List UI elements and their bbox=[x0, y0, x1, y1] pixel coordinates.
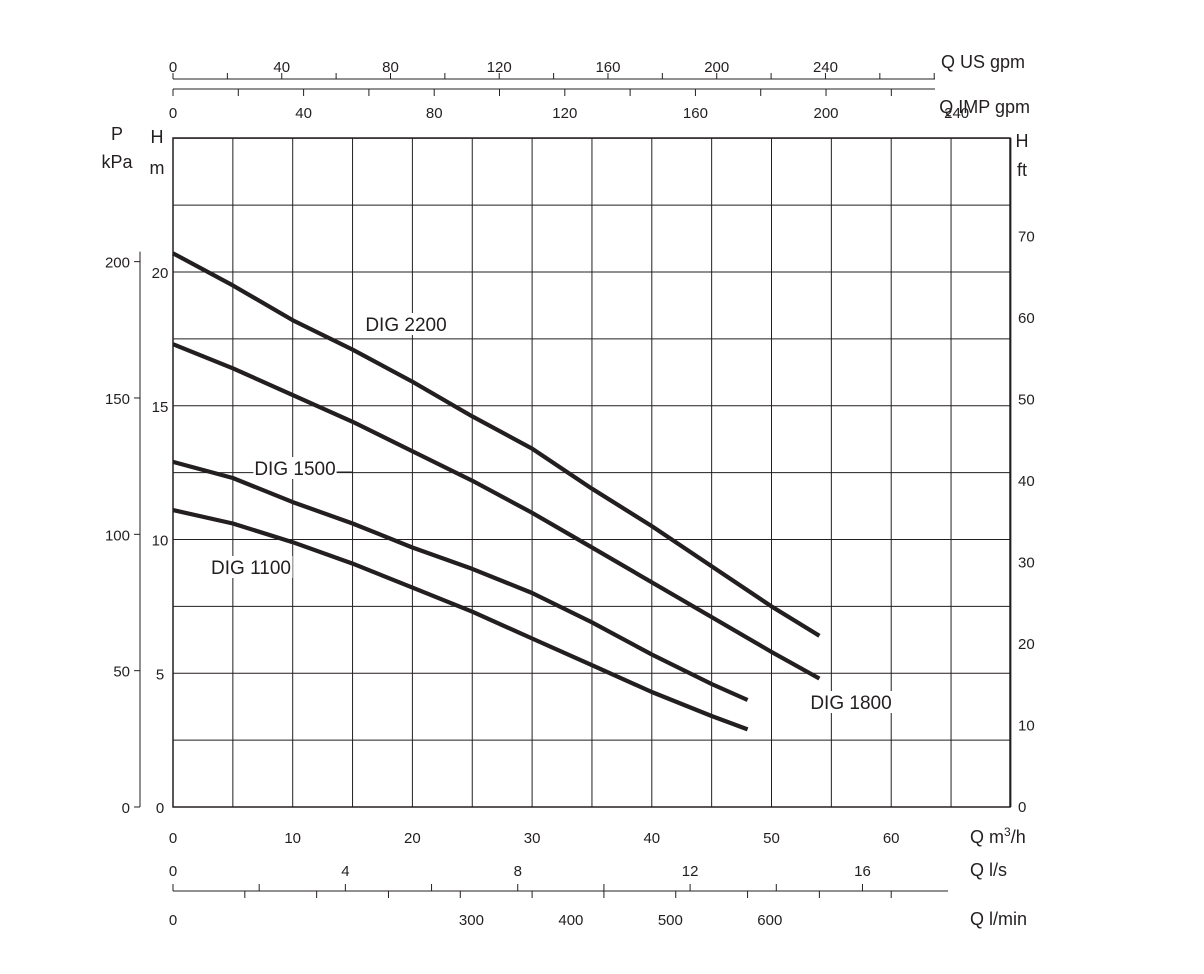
tick-label-imp-gpm: 200 bbox=[814, 105, 839, 122]
curve-dig-1100 bbox=[172, 508, 749, 732]
tick-label-l-per-s: 12 bbox=[682, 863, 699, 880]
tick-label-head-m: 10 bbox=[152, 533, 169, 550]
tick-label-kpa: 200 bbox=[105, 255, 130, 272]
curve-dig-2200 bbox=[172, 251, 821, 638]
tick-label-imp-gpm: 240 bbox=[944, 105, 969, 122]
tick-label-l-per-s: 4 bbox=[341, 863, 349, 880]
curve-label: DIG 2200 bbox=[365, 315, 446, 336]
tick-label-us-gpm: 160 bbox=[595, 59, 620, 76]
axis-label-us-gpm: Q US gpm bbox=[941, 52, 1025, 72]
axis-label-ft: ft bbox=[1017, 160, 1027, 180]
tick-label-kpa: 50 bbox=[113, 664, 130, 681]
axis-label-p: P bbox=[111, 124, 123, 144]
tick-label-kpa: 0 bbox=[122, 800, 130, 817]
axis-label-m3h: Q m3/h bbox=[970, 825, 1026, 847]
curve-dig-1800 bbox=[172, 342, 821, 681]
tick-label-head-m: 5 bbox=[156, 666, 164, 683]
axis-label-h: H bbox=[151, 127, 164, 147]
tick-label-head-m: 20 bbox=[152, 265, 169, 282]
plot-frame bbox=[172, 137, 1011, 808]
curve-label-bg bbox=[253, 457, 337, 479]
tick-label-ft: 70 bbox=[1018, 228, 1035, 245]
axis-label-kpa: kPa bbox=[101, 152, 133, 172]
tick-label-imp-gpm: 160 bbox=[683, 105, 708, 122]
axis-label-imp-gpm: Q IMP gpm bbox=[939, 97, 1030, 117]
tick-label-head-m: 0 bbox=[156, 800, 164, 817]
tick-label-ft: 30 bbox=[1018, 554, 1035, 571]
curve-layer bbox=[172, 251, 821, 732]
tick-label-us-gpm: 0 bbox=[169, 59, 177, 76]
tick-label-m3h: 60 bbox=[883, 830, 900, 847]
curve-label-bg bbox=[809, 691, 893, 713]
label-layer: DIG 2200 DIG 1800 DIG 1500 DIG 1100 bbox=[209, 313, 893, 714]
grid-layer bbox=[172, 137, 1012, 808]
tick-label-m3h: 0 bbox=[169, 830, 177, 847]
tick-label-ft: 50 bbox=[1018, 391, 1035, 408]
tick-label-kpa: 150 bbox=[105, 391, 130, 408]
curve-label-bg bbox=[209, 556, 293, 578]
curve-label: DIG 1500 bbox=[254, 459, 335, 480]
tick-label-us-gpm: 120 bbox=[487, 59, 512, 76]
curve-label: DIG 1100 bbox=[211, 558, 291, 579]
tick-label-ft: 0 bbox=[1018, 799, 1026, 816]
tick-label-us-gpm: 200 bbox=[704, 59, 729, 76]
tick-label-l-per-min: 300 bbox=[459, 912, 484, 929]
tick-label-imp-gpm: 80 bbox=[426, 105, 443, 122]
axis-label-l-per-min: Q l/min bbox=[970, 909, 1027, 929]
tick-label-l-per-s: 8 bbox=[514, 863, 522, 880]
tick-label-l-per-s: 16 bbox=[854, 863, 871, 880]
tick-label-kpa: 100 bbox=[105, 527, 130, 544]
tick-label-imp-gpm: 40 bbox=[295, 105, 312, 122]
tick-label-m3h: 10 bbox=[284, 830, 301, 847]
tick-label-ft: 40 bbox=[1018, 473, 1035, 490]
tick-label-l-per-min: 600 bbox=[757, 912, 782, 929]
tick-label-ft: 60 bbox=[1018, 310, 1035, 327]
curve-dig-1500 bbox=[172, 459, 749, 702]
tick-label-m3h: 50 bbox=[763, 830, 780, 847]
tick-label-us-gpm: 240 bbox=[813, 59, 838, 76]
curve-label-bg bbox=[364, 313, 448, 335]
axis-label-l-per-s: Q l/s bbox=[970, 860, 1007, 880]
tick-label-imp-gpm: 0 bbox=[169, 105, 177, 122]
tick-label-ft: 20 bbox=[1018, 636, 1035, 653]
tick-label-us-gpm: 40 bbox=[273, 59, 290, 76]
tick-label-m3h: 30 bbox=[524, 830, 541, 847]
tick-label-l-per-s: 0 bbox=[169, 863, 177, 880]
axis-label-h-right: H bbox=[1016, 131, 1029, 151]
tick-label-us-gpm: 80 bbox=[382, 59, 399, 76]
axis-layer: 05101520Hm050100150200PkPa01020304050607… bbox=[101, 52, 1034, 929]
tick-label-ft: 10 bbox=[1018, 717, 1035, 734]
tick-label-l-per-min: 0 bbox=[169, 912, 177, 929]
tick-label-m3h: 40 bbox=[643, 830, 660, 847]
axis-label-m: m bbox=[150, 158, 165, 178]
tick-label-m3h: 20 bbox=[404, 830, 421, 847]
tick-label-l-per-min: 500 bbox=[658, 912, 683, 929]
tick-label-imp-gpm: 120 bbox=[552, 105, 577, 122]
curve-label: DIG 1800 bbox=[810, 693, 891, 714]
tick-label-head-m: 15 bbox=[152, 399, 169, 416]
tick-label-l-per-min: 400 bbox=[558, 912, 583, 929]
